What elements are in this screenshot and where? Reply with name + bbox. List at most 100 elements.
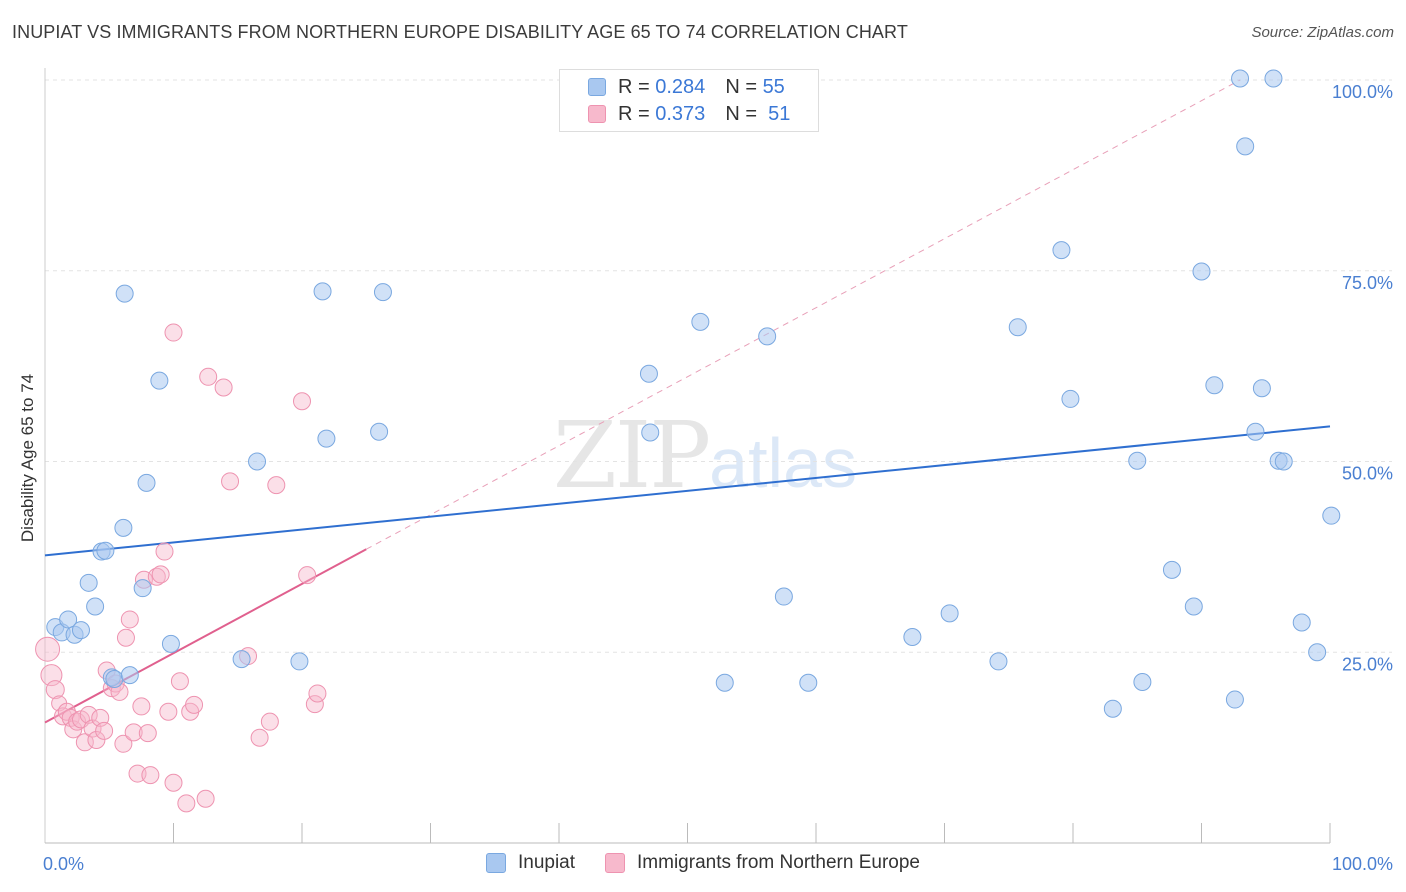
point-inupiat	[59, 610, 78, 629]
point-inupiat	[1231, 69, 1250, 88]
correlation-legend: R = 0.284 N = 55 R = 0.373 N = 51	[559, 69, 819, 132]
point-northern-europe	[87, 730, 106, 749]
point-inupiat	[1236, 137, 1255, 156]
point-inupiat	[313, 282, 332, 301]
legend-r-label: R =	[618, 75, 650, 98]
point-northern-europe	[151, 565, 170, 584]
point-inupiat	[1061, 389, 1080, 408]
point-northern-europe	[124, 723, 143, 742]
point-northern-europe	[79, 705, 98, 724]
legend-n-label: N =	[725, 75, 757, 98]
point-inupiat	[1264, 69, 1283, 88]
y-axis-label: Disability Age 65 to 74	[18, 374, 37, 542]
legend-row-northern-europe: R = 0.373 N = 51	[588, 102, 790, 126]
point-northern-europe	[164, 773, 183, 792]
point-inupiat	[133, 579, 152, 598]
legend-r-label: R =	[618, 102, 650, 125]
point-northern-europe	[170, 672, 189, 691]
x-tick-label: 100.0%	[1332, 854, 1393, 874]
legend-swatch-pink	[588, 105, 606, 123]
point-inupiat	[940, 604, 959, 623]
legend-label-northern-europe: Immigrants from Northern Europe	[637, 852, 921, 873]
point-inupiat	[79, 573, 98, 592]
point-inupiat	[1192, 262, 1211, 281]
point-northern-europe	[196, 789, 215, 808]
point-northern-europe	[155, 542, 174, 561]
point-northern-europe	[199, 367, 218, 386]
point-inupiat	[290, 652, 309, 671]
legend-n-value: 51	[768, 102, 791, 125]
point-northern-europe	[267, 476, 286, 495]
point-northern-europe	[141, 766, 160, 785]
point-northern-europe	[138, 724, 157, 743]
point-inupiat	[114, 518, 133, 537]
point-northern-europe	[95, 721, 114, 740]
point-inupiat	[774, 587, 793, 606]
point-inupiat	[1274, 452, 1293, 471]
point-inupiat	[1246, 422, 1265, 441]
chart-title: INUPIAT VS IMMIGRANTS FROM NORTHERN EURO…	[12, 22, 908, 42]
point-inupiat	[370, 422, 389, 441]
point-inupiat	[96, 541, 115, 560]
trend-line-dashed-northern-europe	[366, 79, 1241, 550]
point-inupiat	[161, 634, 180, 653]
point-inupiat	[105, 669, 124, 688]
point-inupiat	[232, 650, 251, 669]
point-northern-europe	[293, 392, 311, 411]
point-inupiat	[248, 452, 267, 471]
point-inupiat	[373, 283, 392, 302]
point-inupiat	[1252, 379, 1271, 398]
point-inupiat	[1308, 643, 1327, 662]
legend-item-inupiat[interactable]: Inupiat	[485, 852, 576, 874]
legend-n-label: N =	[725, 102, 757, 125]
y-tick-label: 100.0%	[1332, 82, 1393, 102]
watermark-atlas: atlas	[709, 424, 858, 502]
point-northern-europe	[305, 695, 324, 714]
point-inupiat	[989, 652, 1008, 671]
point-inupiat	[1128, 451, 1147, 470]
legend-r-value: 0.284	[655, 75, 706, 98]
grid-lines	[45, 79, 1392, 653]
legend-swatch-blue	[588, 78, 606, 96]
trend-line-inupiat	[44, 425, 1331, 557]
point-inupiat	[71, 621, 90, 640]
point-inupiat	[1162, 560, 1181, 579]
point-inupiat	[120, 666, 139, 685]
point-northern-europe	[164, 323, 183, 342]
point-northern-europe	[132, 697, 151, 716]
point-inupiat	[691, 312, 710, 331]
point-inupiat	[1103, 699, 1122, 718]
y-tick-label: 50.0%	[1342, 464, 1393, 484]
point-northern-europe	[308, 684, 327, 703]
point-northern-europe	[114, 734, 133, 753]
legend-n-value: 55	[762, 75, 785, 98]
y-tick-label: 75.0%	[1342, 273, 1393, 293]
point-inupiat	[1322, 506, 1341, 525]
x-tick-label: 0.0%	[43, 854, 84, 874]
point-inupiat	[1225, 690, 1244, 709]
point-inupiat	[1292, 613, 1311, 632]
point-northern-europe	[159, 702, 178, 721]
legend-item-northern-europe[interactable]: Immigrants from Northern Europe	[605, 852, 920, 874]
point-inupiat	[150, 371, 169, 390]
legend-swatch-blue	[485, 853, 506, 873]
point-northern-europe	[45, 680, 65, 700]
legend-label-inupiat: Inupiat	[517, 852, 576, 873]
chart-source: Source: ZipAtlas.com	[1251, 24, 1394, 41]
point-northern-europe	[120, 610, 139, 629]
point-inupiat	[903, 627, 922, 646]
point-northern-europe	[75, 733, 94, 752]
point-inupiat	[641, 423, 660, 442]
point-northern-europe	[128, 764, 147, 783]
trend-line-northern-europe	[44, 548, 367, 724]
trend-lines	[44, 79, 1331, 724]
point-inupiat	[1205, 376, 1224, 395]
y-tick-label: 25.0%	[1342, 654, 1393, 674]
point-inupiat	[1008, 318, 1027, 337]
point-northern-europe	[260, 712, 279, 731]
point-inupiat	[137, 473, 156, 492]
axes	[44, 68, 1331, 844]
point-northern-europe	[116, 628, 135, 647]
point-northern-europe	[185, 695, 204, 714]
